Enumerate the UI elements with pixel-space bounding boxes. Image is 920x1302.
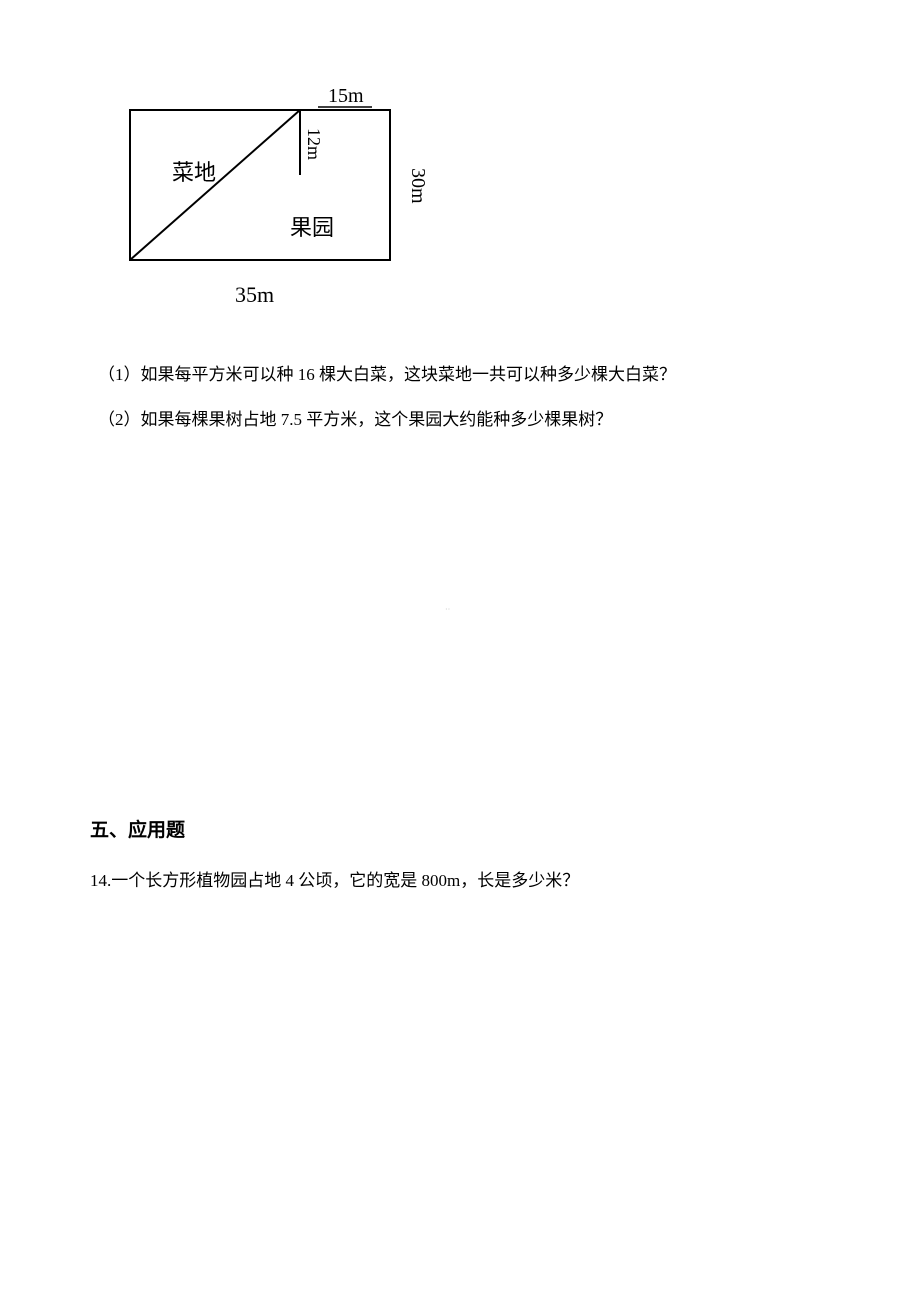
label-15m: 15m [328, 85, 364, 107]
diagram-questions: （1）如果每平方米可以种 16 棵大白菜，这块菜地一共可以种多少棵大白菜？ （2… [98, 355, 830, 441]
label-caidi: 菜地 [172, 160, 216, 185]
page-center-mark: ·· [445, 605, 450, 614]
diagram-svg: 15m 12m 30m 菜地 果园 35m [110, 80, 440, 310]
geometry-diagram: 15m 12m 30m 菜地 果园 35m [110, 80, 830, 315]
diagram-outer-rect [130, 110, 390, 260]
diagram-diagonal [130, 110, 300, 260]
problem-14: 14.一个长方形植物园占地 4 公顷，它的宽是 800m，长是多少米？ [90, 866, 830, 897]
label-12m: 12m [304, 128, 324, 160]
blank-work-space: ·· [90, 445, 830, 815]
section-5-title: 五、应用题 [90, 815, 830, 842]
label-30m: 30m [407, 168, 429, 204]
label-35m: 35m [235, 282, 274, 307]
question-1: （1）如果每平方米可以种 16 棵大白菜，这块菜地一共可以种多少棵大白菜？ [98, 355, 830, 396]
label-guoyuan: 果园 [290, 215, 334, 240]
question-2: （2）如果每棵果树占地 7.5 平方米，这个果园大约能种多少棵果树？ [98, 400, 830, 441]
